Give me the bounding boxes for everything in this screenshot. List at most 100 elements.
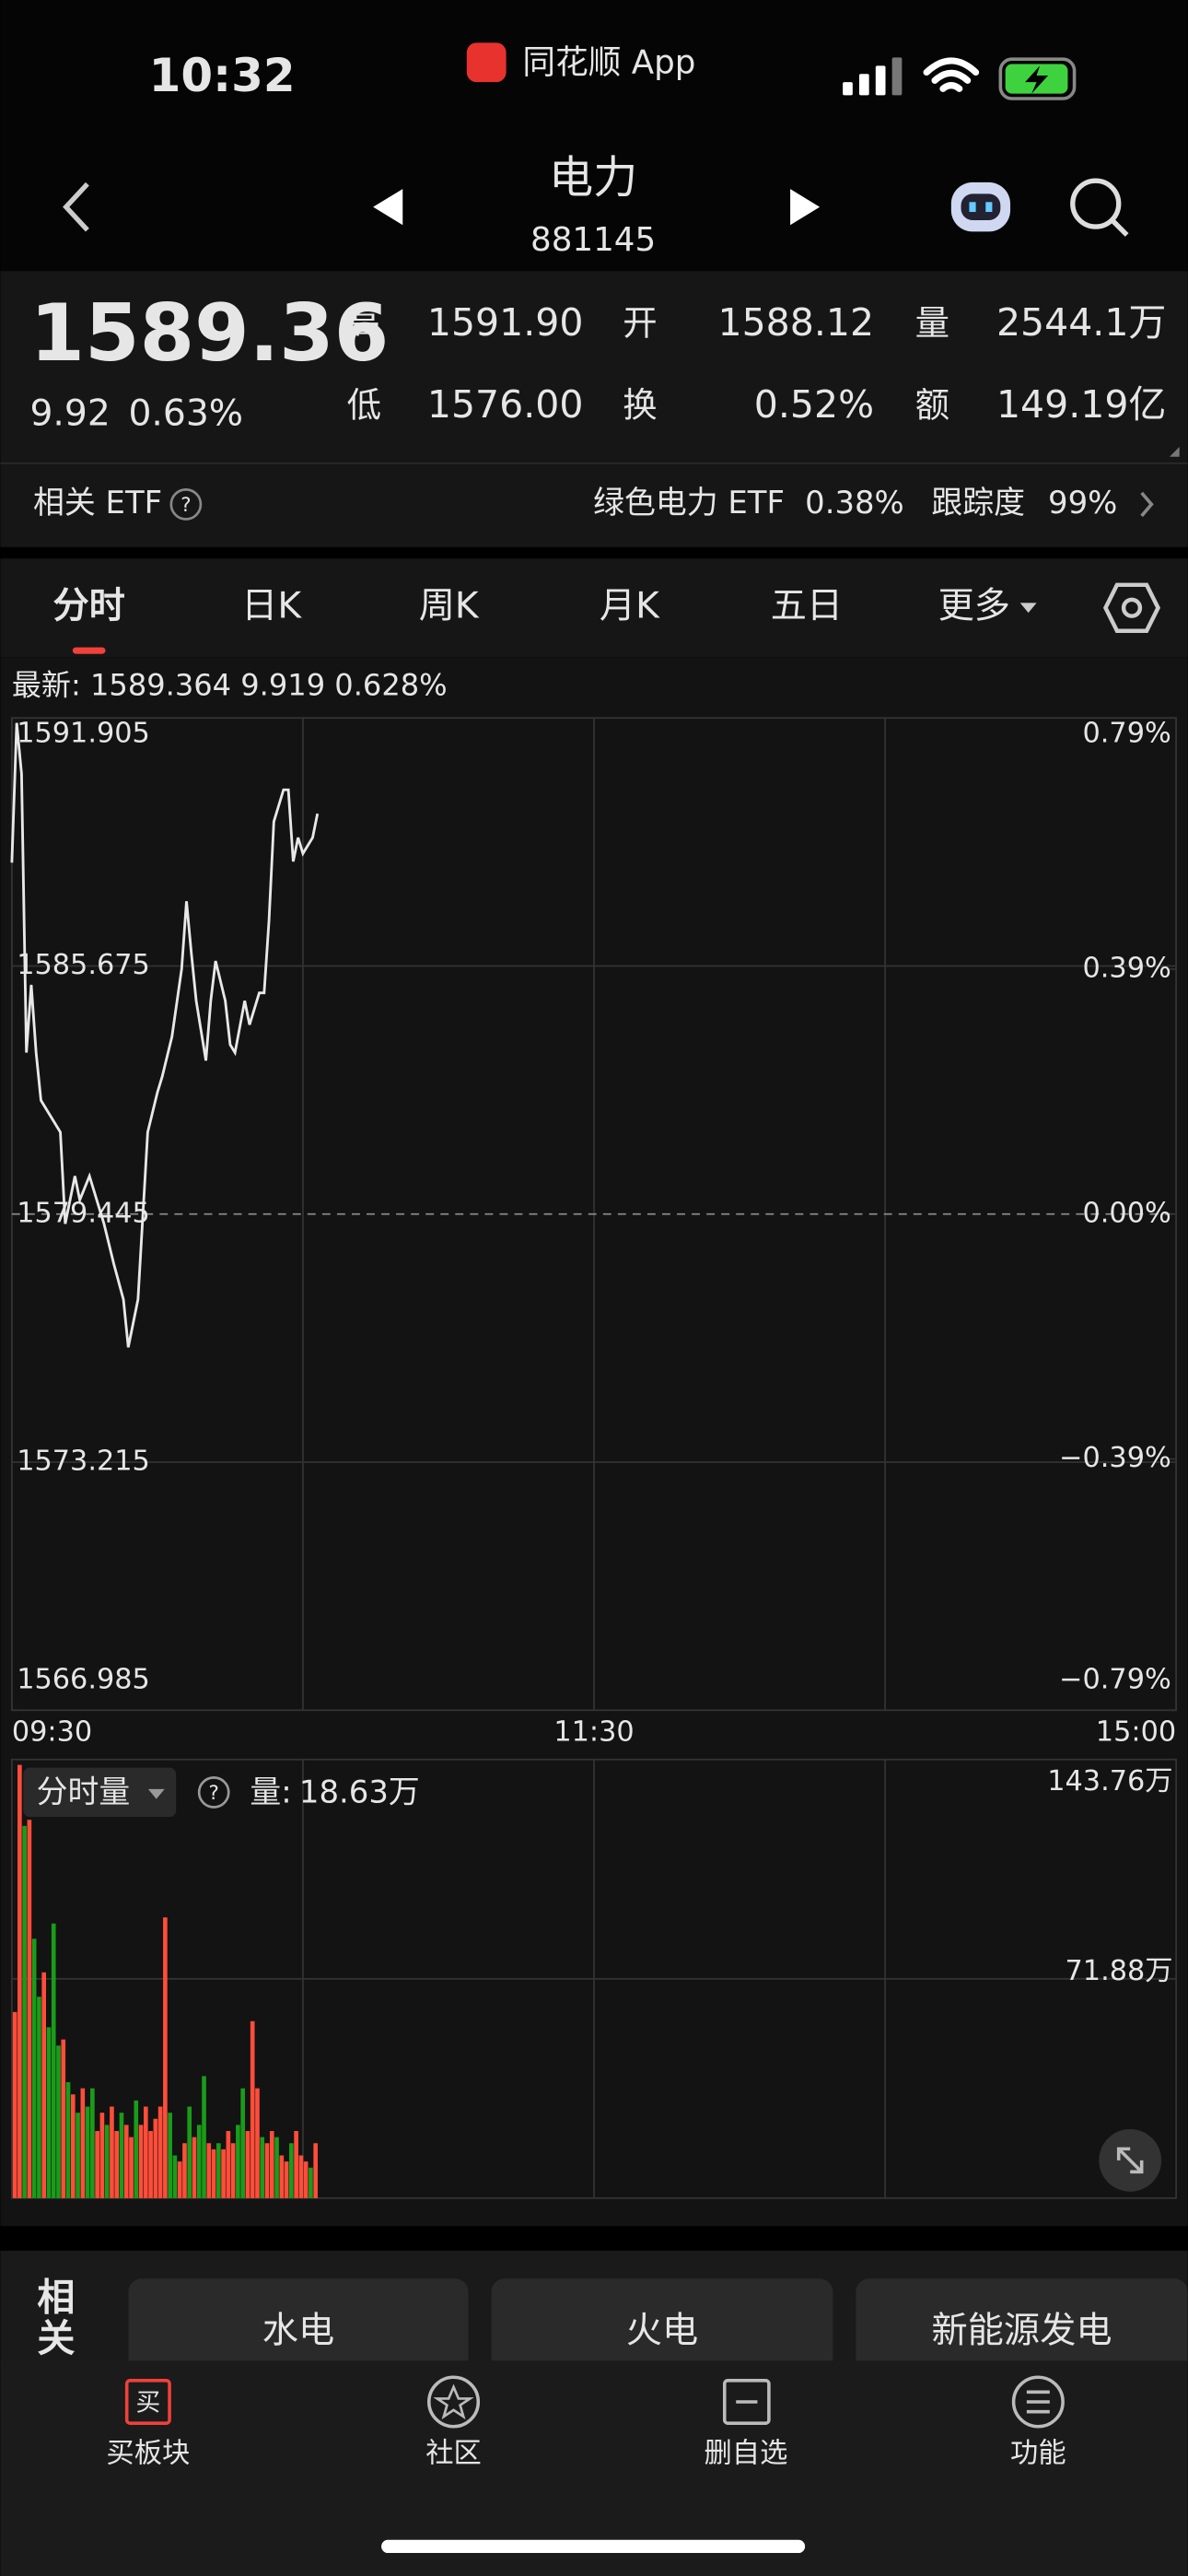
volume-help-mark: ? xyxy=(209,1782,219,1805)
price-line xyxy=(10,722,320,1348)
volume-bar xyxy=(70,2094,76,2198)
volume-bar xyxy=(65,2082,71,2198)
volume-bar xyxy=(309,2167,313,2198)
nav-item[interactable]: 社区 xyxy=(425,2438,482,2470)
volume-bar xyxy=(99,2113,105,2198)
stock-code: 881145 xyxy=(530,221,656,259)
y2-tick-label: −0.39% xyxy=(1059,1442,1171,1474)
field-value: 0.52% xyxy=(754,382,874,427)
volume-bar xyxy=(157,2106,163,2198)
tab-underline xyxy=(72,647,106,654)
related-item: 水电 xyxy=(262,2311,334,2352)
volume-bar xyxy=(153,2118,158,2198)
tracking-label: 跟踪度 xyxy=(931,485,1025,521)
volume-selector-label: 分时量 xyxy=(37,1774,131,1810)
tabs-bg xyxy=(0,558,1188,658)
assistant-icon[interactable] xyxy=(950,181,1011,232)
function-lines xyxy=(1026,2390,1050,2414)
volume-bar xyxy=(187,2106,192,2198)
volume-label: 量: xyxy=(250,1774,291,1810)
related-button[interactable] xyxy=(491,2278,833,2378)
field-value: 2544.1万 xyxy=(996,300,1166,345)
volume-bar xyxy=(123,2125,129,2198)
more-caret xyxy=(1019,603,1037,614)
tracking-value: 99% xyxy=(1048,485,1117,521)
nav-item[interactable]: 功能 xyxy=(1010,2438,1066,2470)
tab[interactable]: 分时 xyxy=(52,585,124,626)
community-icon xyxy=(427,2375,481,2429)
next-button[interactable] xyxy=(790,189,821,226)
related-button[interactable] xyxy=(856,2278,1188,2378)
settings-dot xyxy=(1121,597,1143,618)
volume-bar xyxy=(27,1820,32,2198)
volume-bar xyxy=(206,2143,212,2198)
nav-item[interactable]: 删自选 xyxy=(704,2438,787,2470)
volume-bar xyxy=(202,2076,206,2198)
etf-change: 0.38% xyxy=(805,485,904,521)
volume-bar xyxy=(163,1917,168,2198)
field-label: 低 xyxy=(347,385,381,426)
volume-bar xyxy=(46,2027,52,2198)
volume-selector[interactable] xyxy=(23,1767,177,1818)
volume-bar xyxy=(279,2155,285,2198)
volume-bar xyxy=(90,2088,95,2198)
related-item: 新能源发电 xyxy=(931,2311,1112,2352)
etf-name[interactable]: 绿色电力 ETF xyxy=(593,485,785,521)
volume-bar xyxy=(221,2149,226,2198)
y2-tick-label: 0.39% xyxy=(1083,952,1171,984)
volume-help[interactable] xyxy=(197,1776,230,1809)
buy-icon xyxy=(124,2379,171,2425)
y-tick-label: 1566.985 xyxy=(17,1664,150,1696)
app-name[interactable]: 同花顺 App xyxy=(522,44,695,82)
field-value: 1576.00 xyxy=(427,382,584,427)
stock-name: 电力 xyxy=(549,152,637,204)
volume-bar xyxy=(240,2088,245,2198)
wifi-icon xyxy=(923,57,980,92)
field-label: 换 xyxy=(623,385,657,426)
volume-bar xyxy=(255,2088,260,2198)
related-button[interactable] xyxy=(128,2278,469,2378)
settings-button[interactable] xyxy=(1102,582,1161,633)
volume-bar xyxy=(172,2155,178,2198)
y-tick-label: 71.88万 xyxy=(1066,1955,1173,1987)
volume-bar xyxy=(104,2125,110,2198)
y-tick-label: 1585.675 xyxy=(17,949,150,981)
help-icon[interactable] xyxy=(169,488,203,521)
tab[interactable]: 周K xyxy=(419,585,480,626)
volume-bar xyxy=(303,2161,309,2198)
selector-caret xyxy=(147,1788,165,1799)
prev-button[interactable] xyxy=(373,189,403,226)
volume-bar xyxy=(95,2131,99,2198)
tab[interactable]: 日K xyxy=(241,585,302,626)
clock: 10:32 xyxy=(149,49,296,102)
volume-bar xyxy=(298,2155,304,2198)
y-tick-label: 1579.445 xyxy=(17,1197,150,1229)
volume-bar xyxy=(129,2137,134,2198)
volume-bar xyxy=(211,2149,216,2198)
y-tick-label: 1591.905 xyxy=(17,718,150,750)
field-label: 开 xyxy=(623,303,657,344)
tab[interactable]: 月K xyxy=(600,585,660,626)
quote-bg xyxy=(0,271,1188,547)
volume-bar xyxy=(85,2106,90,2198)
volume-bar xyxy=(12,2011,17,2198)
volume-bar xyxy=(260,2137,265,2198)
volume-bar xyxy=(196,2125,202,2198)
tab[interactable]: 五日 xyxy=(771,585,843,626)
tab[interactable]: 更多 xyxy=(938,585,1010,626)
volume-bar xyxy=(264,2143,270,2198)
search-button[interactable] xyxy=(1070,178,1122,229)
nav-item[interactable]: 买板块 xyxy=(106,2438,190,2470)
back-button[interactable] xyxy=(63,181,89,232)
volume-bar xyxy=(143,2106,148,2198)
etf-chevron[interactable] xyxy=(1140,491,1154,518)
volume-bar xyxy=(114,2131,120,2198)
remove-icon xyxy=(722,2379,771,2425)
volume-bar xyxy=(17,1764,22,2198)
app-icon xyxy=(466,42,507,83)
y2-tick-label: 0.00% xyxy=(1083,1197,1171,1229)
y2-tick-label: 0.79% xyxy=(1083,718,1171,750)
battery xyxy=(998,57,1077,100)
corner-mark xyxy=(1169,447,1180,457)
